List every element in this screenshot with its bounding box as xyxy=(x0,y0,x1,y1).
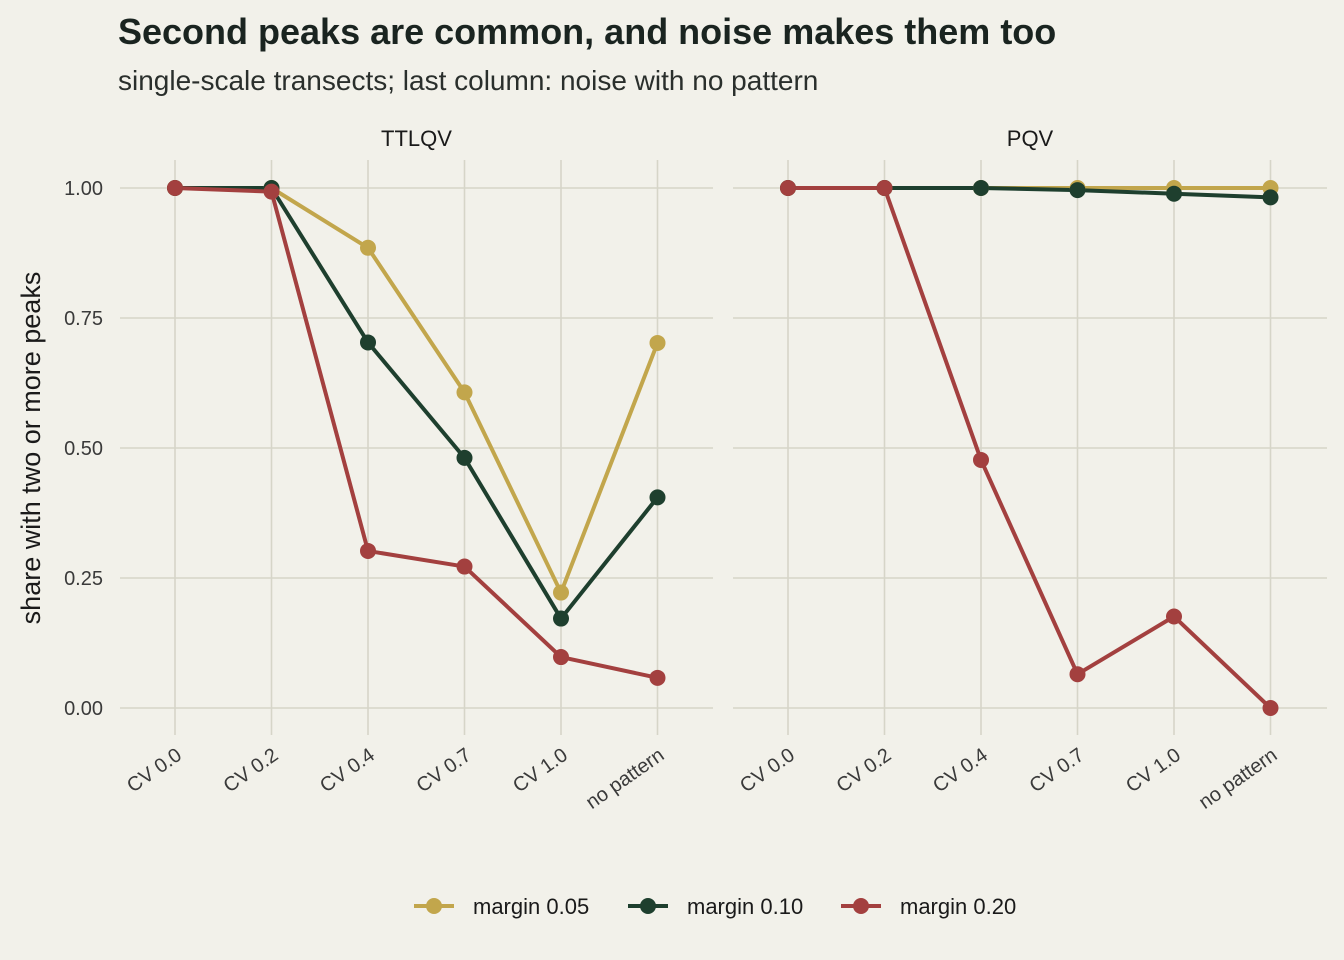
data-point xyxy=(456,449,473,466)
series-line xyxy=(788,186,1272,710)
legend: margin 0.05 margin 0.10 margin 0.20 xyxy=(414,894,1016,919)
y-tick-label: 0.75 xyxy=(64,308,103,330)
x-tick-label: CV 0.7 xyxy=(1026,744,1089,797)
legend-item: margin 0.20 xyxy=(841,894,1016,919)
legend-label: margin 0.05 xyxy=(473,894,589,919)
series-line xyxy=(174,186,658,680)
data-point xyxy=(649,489,666,506)
panel-pqv: PQV CV 0.0 CV 0.2 CV 0.4 CV 0.7 CV 1.0 no patt… xyxy=(733,126,1327,814)
x-tick-label: CV 0.2 xyxy=(833,744,896,797)
series-line xyxy=(175,186,660,595)
data-point xyxy=(1166,185,1182,202)
x-tick-label: CV 0.4 xyxy=(316,744,379,797)
x-tick-label: CV 0.2 xyxy=(220,744,283,797)
x-tick-label: no pattern xyxy=(582,744,668,814)
series-line xyxy=(175,186,660,621)
data-point xyxy=(553,584,569,601)
y-tick-label: 0.50 xyxy=(64,438,103,460)
y-tick-label: 0.25 xyxy=(64,568,103,590)
data-point xyxy=(553,649,569,666)
panel-ttlqv: TTLQV 0.00 0.25 0.50 0.75 1.00 CV 0.0 CV 0.2 CV … xyxy=(64,126,713,814)
panel-label: PQV xyxy=(1007,126,1054,151)
legend-key-point xyxy=(640,898,656,914)
data-point xyxy=(167,180,183,196)
panel-label: TTLQV xyxy=(381,126,452,151)
x-tick-label: CV 0.0 xyxy=(736,744,799,797)
data-point xyxy=(1166,608,1182,625)
data-point xyxy=(649,334,666,351)
legend-key-point xyxy=(426,898,442,914)
data-point xyxy=(1069,182,1086,199)
legend-label: margin 0.10 xyxy=(687,894,803,919)
data-point xyxy=(553,610,569,627)
chart-title: Second peaks are common, and noise makes… xyxy=(118,11,1056,52)
data-point xyxy=(1069,666,1086,683)
legend-item: margin 0.10 xyxy=(628,894,803,919)
data-point xyxy=(1262,700,1279,716)
x-tick-label: CV 0.4 xyxy=(929,744,992,797)
legend-key-point xyxy=(853,898,869,914)
data-point xyxy=(876,180,893,196)
y-tick-label: 0.00 xyxy=(64,698,103,720)
data-point xyxy=(360,542,376,559)
legend-label: margin 0.20 xyxy=(900,894,1016,919)
data-point xyxy=(456,384,473,401)
x-tick-label: CV 0.7 xyxy=(413,744,476,797)
data-point xyxy=(973,451,989,468)
x-tick-label: CV 1.0 xyxy=(1122,744,1185,797)
x-tick-label: CV 1.0 xyxy=(509,744,572,797)
data-point xyxy=(360,239,376,256)
y-axis-label: share with two or more peaks xyxy=(16,272,46,625)
data-point xyxy=(780,180,796,196)
data-point xyxy=(456,558,473,575)
data-point xyxy=(1262,189,1279,206)
data-point xyxy=(263,183,280,200)
data-point xyxy=(973,180,989,196)
x-tick-label: no pattern xyxy=(1195,744,1281,814)
data-point xyxy=(649,669,666,686)
data-point xyxy=(360,334,376,351)
y-tick-label: 1.00 xyxy=(64,178,103,200)
chart-subtitle: single-scale transects; last column: noi… xyxy=(118,65,818,96)
x-tick-label: CV 0.0 xyxy=(123,744,186,797)
legend-item: margin 0.05 xyxy=(414,894,589,919)
